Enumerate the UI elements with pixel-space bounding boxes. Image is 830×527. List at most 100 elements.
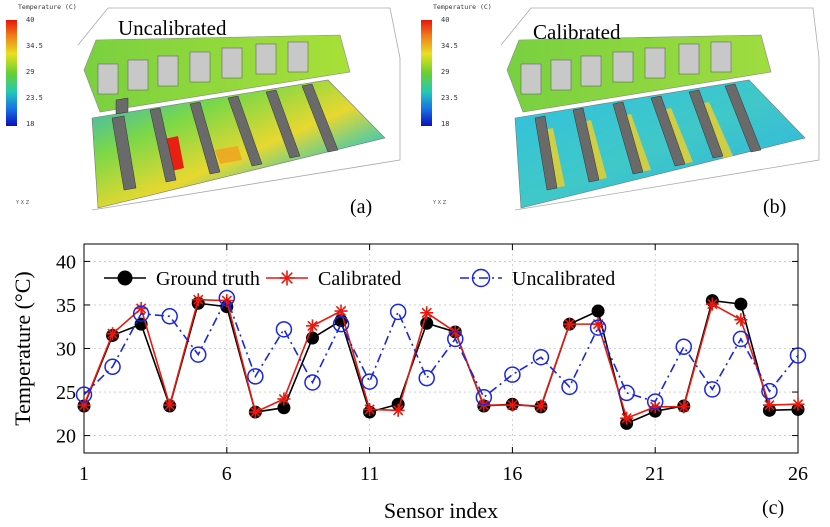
- axis-y-label: Y: [16, 200, 20, 206]
- uncalibrated-point: [161, 308, 178, 325]
- legend-label: Ground truth: [156, 268, 260, 290]
- calibrated-point: [762, 398, 776, 412]
- uncalibrated-point: [332, 315, 350, 333]
- axes-gizmo-icon: Y X Z: [433, 200, 446, 206]
- legend-label: Uncalibrated: [512, 268, 615, 290]
- y-tick-label: 35: [56, 295, 76, 317]
- calibrated-point: [163, 398, 177, 412]
- uncalibrated-point: [789, 347, 807, 364]
- calibrated-point: [305, 319, 319, 333]
- uncalibrated-point: [761, 382, 778, 400]
- panel-label-c: (c): [762, 497, 784, 519]
- axis-z-label: Z: [442, 200, 447, 206]
- colorbar-tick: 40: [441, 16, 450, 24]
- x-axis-label: Sensor index: [384, 498, 498, 523]
- colorbar: [421, 20, 432, 126]
- colorbar-tick: 18: [441, 120, 450, 128]
- calibrated-point: [734, 313, 748, 327]
- calibrated-point: [705, 297, 719, 311]
- uncalibrated-point: [275, 321, 293, 338]
- uncalibrated-point: [218, 289, 236, 307]
- uncalibrated-point: [618, 384, 635, 402]
- calibrated-line: [83, 298, 799, 420]
- x-tick-label: 21: [645, 463, 665, 485]
- calibrated-point: [248, 405, 262, 419]
- uncalibrated-point: [418, 369, 435, 387]
- axis-z-label: Z: [25, 200, 30, 206]
- axis-y-label: Y: [433, 200, 437, 206]
- x-tick-label: 26: [788, 463, 808, 485]
- uncalibrated-point: [389, 303, 407, 321]
- ground-truth-point: [591, 304, 605, 318]
- ground-truth-point: [734, 297, 748, 311]
- panel-label-b: (b): [763, 196, 787, 218]
- uncalibrated-point: [104, 358, 121, 376]
- colorbar: [6, 20, 17, 126]
- uncalibrated-point: [447, 330, 464, 348]
- calibrated-point: [420, 306, 434, 320]
- legend-label: Calibrated: [318, 268, 401, 290]
- y-tick-label: 20: [56, 426, 76, 448]
- x-tick-label: 1: [79, 463, 89, 485]
- x-tick-label: 6: [222, 463, 232, 485]
- calibrated-point: [277, 392, 291, 406]
- calibrated-point: [620, 411, 634, 425]
- colorbar-tick: 29: [26, 68, 35, 76]
- calibrated-point: [391, 403, 405, 417]
- uncalibrated-point: [132, 305, 150, 322]
- uncalibrated-point: [589, 319, 607, 336]
- y-axis-label: Temperature (°C): [10, 271, 35, 425]
- colorbar-tick: 29: [441, 68, 450, 76]
- uncalibrated-title: Uncalibrated: [118, 16, 227, 40]
- calibrated-point: [791, 397, 805, 411]
- panel-label-a: (a): [350, 196, 373, 218]
- ground-truth-point: [117, 270, 133, 286]
- calibrated-point: [677, 400, 691, 414]
- uncalibrated-room-render: [77, 7, 401, 211]
- calibrated-point: [334, 304, 348, 318]
- uncalibrated-point: [704, 381, 721, 398]
- uncalibrated-room-panel: Temperature (C) 40 34.5 29 23.5 18 Uncal…: [0, 0, 415, 228]
- y-tick-label: 40: [56, 251, 76, 273]
- uncalibrated-point: [475, 389, 493, 406]
- calibrated-point: [505, 398, 519, 412]
- calibrated-room-panel: Temperature (C) 40 34.5 29 23.5 18 Calib…: [415, 0, 830, 228]
- uncalibrated-point: [532, 348, 550, 366]
- x-tick-label: 16: [502, 463, 522, 485]
- uncalibrated-point: [189, 346, 207, 363]
- y-tick-label: 30: [56, 339, 76, 361]
- y-tick-label: 25: [56, 382, 76, 404]
- axis-x-label: X: [437, 200, 442, 206]
- uncalibrated-point: [561, 378, 578, 396]
- uncalibrated-point: [504, 366, 521, 383]
- colorbar-title: Temperature (C): [433, 3, 492, 11]
- calibrated-point: [534, 399, 548, 413]
- uncalibrated-point: [75, 386, 93, 403]
- colorbar-tick: 34.5: [441, 42, 458, 50]
- calibrated-point: [363, 402, 377, 416]
- uncalibrated-point: [471, 268, 491, 288]
- axes-gizmo-icon: Y X Z: [16, 200, 29, 206]
- calibrated-room-render: [500, 7, 820, 211]
- ground-truth-line: [83, 299, 799, 425]
- axis-x-label: X: [20, 200, 25, 206]
- calibrated-title: Calibrated: [533, 20, 621, 44]
- uncalibrated-point: [361, 373, 378, 390]
- uncalibrated-point: [646, 393, 664, 410]
- colorbar-tick: 34.5: [26, 42, 43, 50]
- uncalibrated-point: [732, 330, 750, 348]
- uncalibrated-point: [675, 338, 693, 356]
- x-tick-label: 11: [360, 463, 379, 485]
- colorbar-tick: 18: [26, 120, 35, 128]
- colorbar-tick: 23.5: [26, 94, 43, 102]
- calibrated-point: [563, 317, 577, 331]
- uncalibrated-point: [247, 368, 264, 385]
- uncalibrated-point: [304, 374, 321, 391]
- calibrated-point: [106, 327, 120, 341]
- calibrated-point: [279, 270, 295, 286]
- colorbar-title: Temperature (C): [18, 3, 77, 11]
- colorbar-tick: 40: [26, 16, 35, 24]
- colorbar-tick: 23.5: [441, 94, 458, 102]
- calibrated-point: [191, 293, 205, 307]
